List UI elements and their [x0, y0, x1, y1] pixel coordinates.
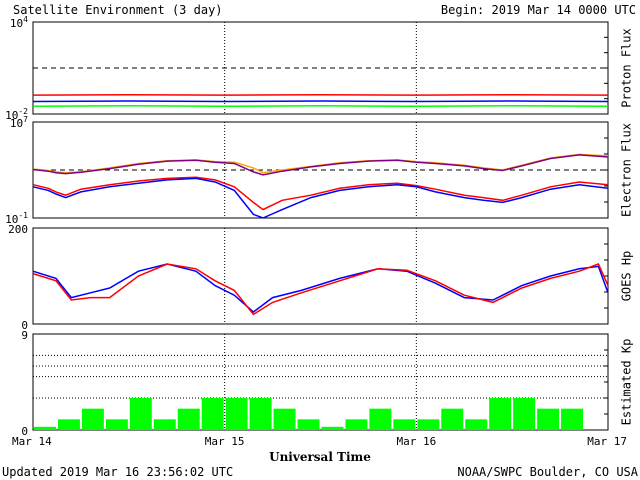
y-tick-label: 0	[21, 319, 28, 332]
series-line	[32, 176, 609, 211]
y-axis-label: GOES Hp	[620, 251, 634, 302]
kp-bar	[129, 398, 152, 430]
series-line	[32, 100, 609, 103]
panel-4: 9 0 Estimated Kp	[21, 329, 633, 438]
kp-bar	[297, 419, 320, 430]
chart-title: Satellite Environment (3 day)	[13, 3, 223, 17]
y-axis-label: Proton Flux	[620, 28, 634, 107]
y-axis-label: Estimated Kp	[620, 339, 634, 426]
kp-bar	[441, 408, 464, 430]
series-line	[32, 154, 609, 176]
y-axis-label: Electron Flux	[620, 123, 634, 217]
kp-bar	[417, 419, 440, 430]
credit-text: NOAA/SWPC Boulder, CO USA	[457, 465, 638, 479]
x-tick-label: Mar 14	[12, 435, 52, 448]
y-tick-label: 10-2	[5, 107, 28, 122]
y-tick-label: 104	[10, 15, 28, 30]
begin-time: Begin: 2019 Mar 14 0000 UTC	[441, 3, 636, 17]
panel-2: 107 10-1 Electron Flux	[5, 115, 633, 226]
updated-time: Updated 2019 Mar 16 23:56:02 UTC	[2, 465, 233, 479]
kp-bar	[393, 419, 416, 430]
y-tick-label: 107	[10, 115, 28, 130]
kp-bar	[153, 419, 176, 430]
kp-bar	[345, 419, 368, 430]
y-tick-label: 200	[8, 223, 28, 236]
panel-3: 200 0 GOES Hp	[8, 223, 633, 332]
y-tick-label: 9	[21, 329, 28, 342]
series-line	[32, 263, 609, 316]
panel-1: 104 10-2 Proton Flux	[5, 15, 633, 122]
kp-bar	[489, 398, 512, 430]
y-tick-label: 10-1	[5, 211, 28, 226]
kp-bar	[57, 419, 80, 430]
kp-bar	[513, 398, 536, 430]
kp-bar	[321, 426, 344, 430]
kp-bar	[561, 408, 584, 430]
kp-bar	[81, 408, 104, 430]
x-tick-label: Mar 15	[205, 435, 245, 448]
kp-bar	[369, 408, 392, 430]
kp-bar	[273, 408, 296, 430]
x-axis-label: Universal Time	[269, 450, 371, 464]
series-line	[32, 104, 609, 108]
series-line	[32, 263, 609, 313]
x-tick-label: Mar 17	[587, 435, 627, 448]
panels: 104 10-2 Proton Flux 107 10-1 Electron Flux 20…	[5, 15, 633, 448]
kp-bar	[201, 398, 224, 430]
kp-bar	[34, 426, 56, 430]
series-line	[32, 177, 609, 219]
panel-frame	[32, 227, 609, 325]
kp-bar	[537, 408, 560, 430]
y-tick-label: 0	[21, 425, 28, 438]
kp-bar	[105, 419, 128, 430]
kp-bar	[465, 419, 488, 430]
kp-bar	[177, 408, 200, 430]
kp-bar	[225, 398, 248, 430]
x-tick-label: Mar 16	[396, 435, 436, 448]
kp-bar	[249, 398, 272, 430]
